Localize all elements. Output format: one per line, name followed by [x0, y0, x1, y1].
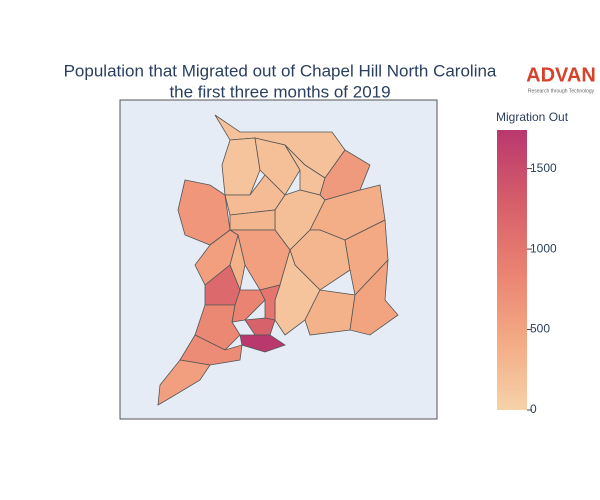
- colorbar-tick-label: 500: [530, 322, 550, 336]
- region: [304, 289, 356, 336]
- region: [244, 317, 276, 336]
- colorbar-title: Migration Out: [496, 110, 569, 124]
- region: [349, 258, 399, 336]
- colorbar-tick-label: 1500: [530, 161, 557, 175]
- chart-title: Population that Migrated out of Chapel H…: [64, 61, 497, 80]
- colorbar-tick-label: 0: [530, 402, 537, 416]
- chart-subtitle: the first three months of 2019: [169, 82, 390, 101]
- colorbar-tick-label: 1000: [530, 241, 557, 255]
- logo-tagline: Research through Technology: [528, 88, 595, 94]
- logo: ADVAN: [526, 64, 596, 86]
- colorbar: [497, 130, 527, 410]
- regions: [157, 114, 399, 406]
- region: [157, 359, 211, 406]
